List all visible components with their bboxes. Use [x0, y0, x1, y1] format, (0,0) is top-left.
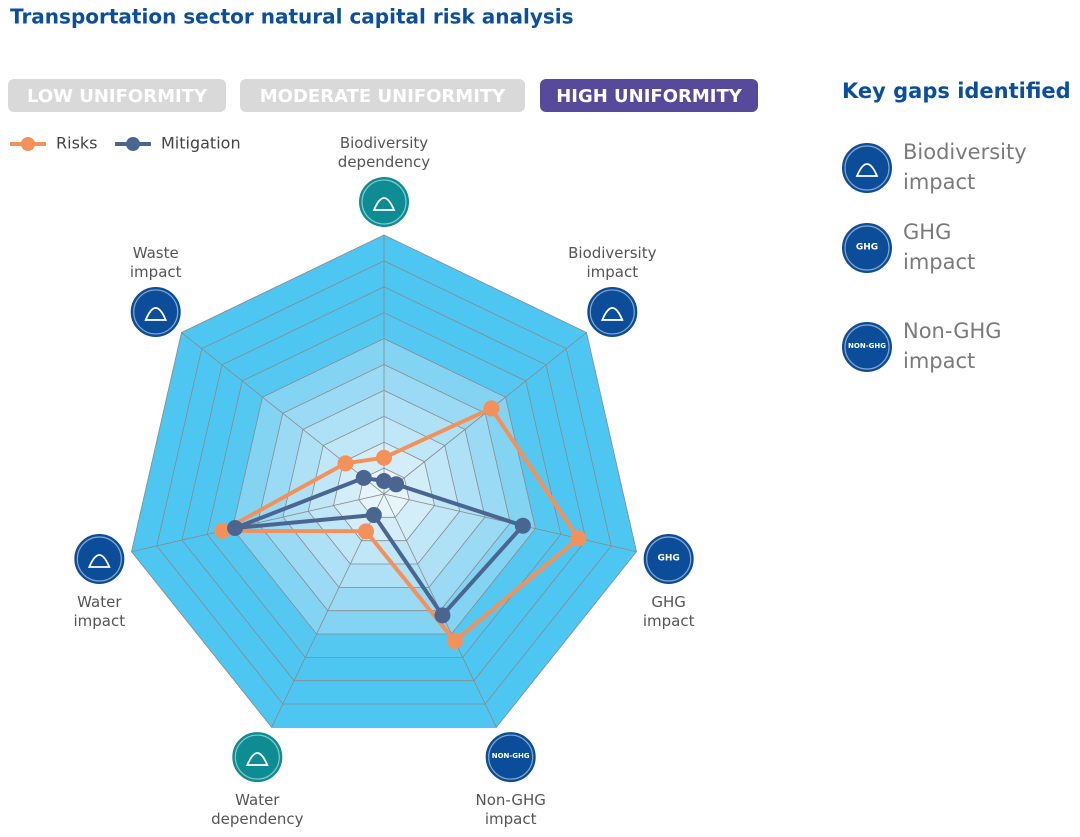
filter-button-label: LOW UNIFORMITY [27, 86, 208, 107]
series-line [220, 406, 581, 643]
key-gap-item: Biodiversity impact [840, 140, 1027, 195]
data-point [483, 400, 500, 417]
icon-ring [133, 289, 179, 335]
spoke [131, 493, 385, 553]
data-point [337, 455, 354, 472]
filter-button-bg [240, 79, 525, 112]
icon-ring [76, 536, 122, 582]
axis-label: Biodiversity impact [568, 243, 656, 280]
data-point [227, 520, 244, 537]
data-point [365, 507, 382, 524]
axis-label: GHG impact [643, 592, 695, 629]
filter-button[interactable]: LOW UNIFORMITY [8, 79, 226, 112]
data-point [570, 530, 587, 547]
key-gap-item: NON-GHG Non-GHG impact [840, 319, 1002, 374]
icon-ring [361, 179, 407, 225]
legend-label: Risks [56, 134, 98, 153]
icon-glyph [87, 554, 111, 568]
icon [840, 221, 894, 275]
chart-title: Transportation sector natural capital ri… [10, 5, 574, 29]
data-point [355, 469, 372, 486]
icon-label: GHG [856, 243, 878, 253]
legend-marker [21, 137, 35, 151]
key-gaps-title: Key gaps identified [842, 79, 1071, 103]
icon-label: NON-GHG [492, 752, 530, 760]
data-point [376, 449, 392, 466]
legend-marker [126, 137, 140, 151]
icon [128, 284, 183, 339]
icon [585, 284, 640, 339]
icon [72, 531, 127, 586]
icon [230, 730, 285, 785]
axis-label: Waste impact [130, 243, 182, 280]
key-gap-label: Biodiversity impact [903, 140, 1027, 194]
key-gap-label: GHG impact [903, 220, 975, 274]
icon [357, 175, 411, 229]
icon-glyph [600, 307, 624, 321]
icon-ring [488, 734, 534, 780]
icon-ring [844, 324, 890, 370]
filter-button[interactable]: HIGH UNIFORMITY [540, 79, 758, 112]
axis-label: Biodiversity dependency [338, 134, 431, 171]
icon-label: NON-GHG [848, 342, 886, 350]
legend-label: Mitigation [161, 134, 241, 153]
key-gap-item: GHG GHG impact [840, 220, 975, 275]
axis-label: Water impact [74, 592, 126, 629]
data-point [514, 517, 531, 534]
icon [483, 730, 538, 785]
icon-ring [234, 734, 280, 780]
icon-ring [844, 225, 890, 271]
icon-glyph [245, 752, 269, 766]
icon-glyph [855, 163, 879, 177]
icon-ring [646, 536, 692, 582]
filter-button-label: HIGH UNIFORMITY [556, 86, 743, 107]
data-point [376, 473, 392, 490]
axis-label: Non-GHG impact [475, 791, 545, 828]
data-point [388, 476, 405, 493]
axis-label: Water dependency [211, 791, 304, 828]
icon [840, 320, 894, 374]
data-point [358, 523, 375, 540]
icon [840, 141, 894, 195]
data-point [434, 607, 451, 624]
icon [641, 531, 696, 586]
icon-label: GHG [658, 553, 680, 563]
key-gap-label: Non-GHG impact [903, 319, 1002, 373]
data-point [446, 633, 463, 650]
data-point [214, 522, 231, 539]
icon-glyph [144, 307, 168, 321]
icon-ring [589, 289, 635, 335]
icon-ring [844, 145, 890, 191]
filter-button-label: MODERATE UNIFORMITY [260, 86, 506, 107]
icon-glyph [372, 197, 396, 211]
series-line [233, 475, 525, 618]
filter-button[interactable]: MODERATE UNIFORMITY [240, 79, 525, 112]
filter-button-bg [8, 79, 226, 112]
filter-button-bg [540, 79, 758, 112]
